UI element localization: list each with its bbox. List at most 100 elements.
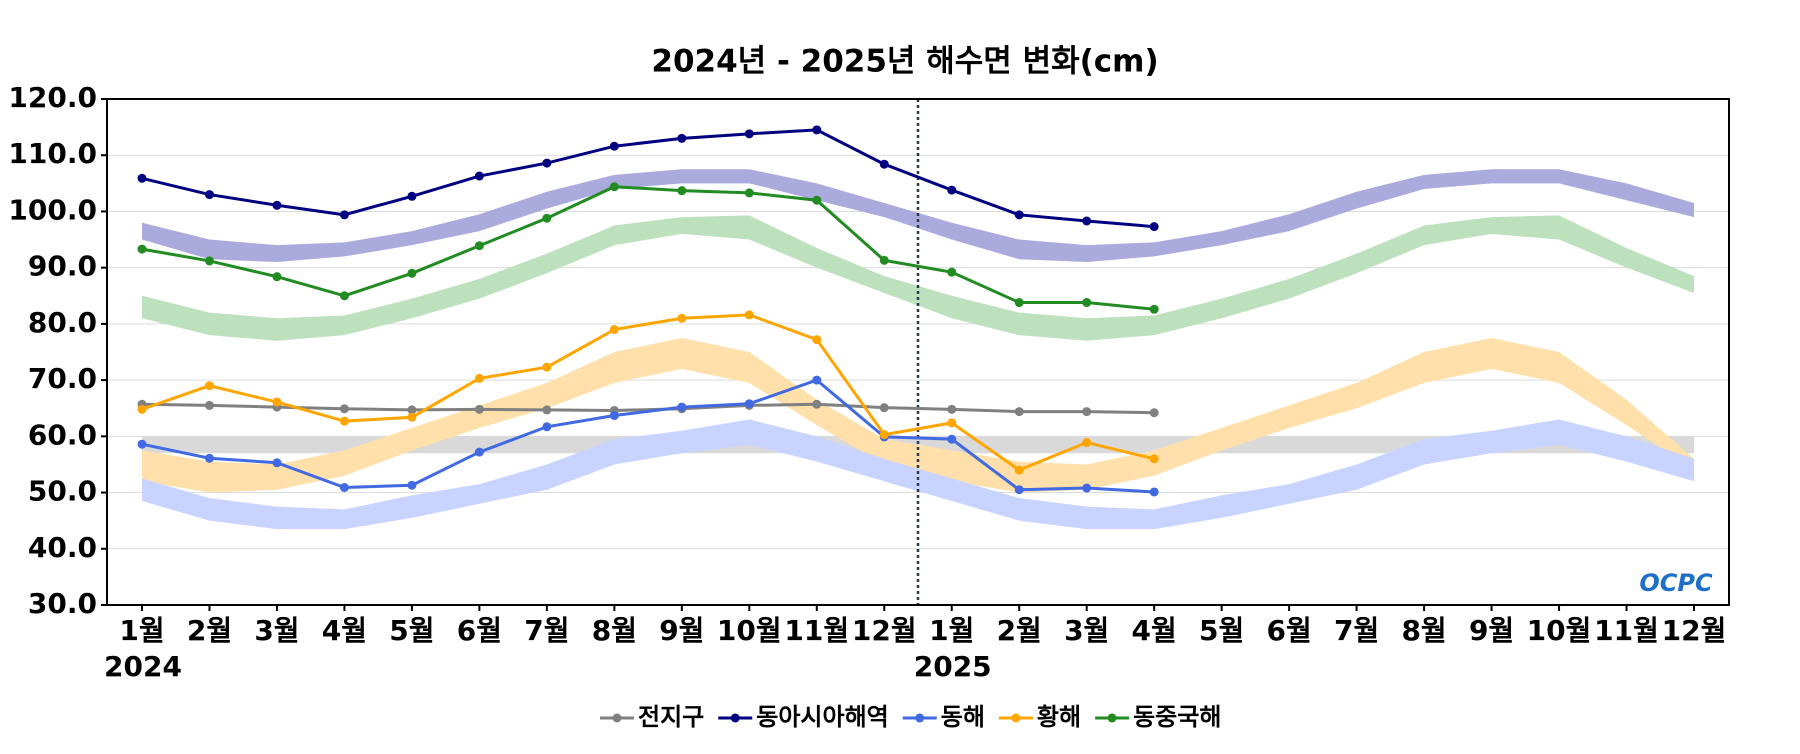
point (542, 362, 552, 372)
point (1082, 438, 1092, 448)
point (339, 416, 349, 426)
x-tick-label: 4월 (322, 614, 367, 647)
point (609, 411, 619, 421)
point (609, 141, 619, 151)
point (542, 422, 552, 432)
point (339, 482, 349, 492)
x-tick-label: 1월 (119, 614, 164, 647)
point (879, 255, 889, 265)
series-line (141, 402, 1155, 415)
x-tick-label: 3월 (254, 614, 299, 647)
point (407, 412, 417, 422)
point (744, 399, 754, 409)
point (609, 182, 619, 192)
x-tick-label: 9월 (1469, 614, 1514, 647)
x-tick-label: 3월 (1064, 614, 1109, 647)
point (204, 256, 214, 266)
point (137, 404, 147, 414)
x-tick-label: 8월 (592, 614, 637, 647)
legend-dot (1011, 713, 1021, 723)
x-tick-label: 6월 (1267, 614, 1312, 647)
year-label: 2025 (914, 650, 992, 683)
y-tick-label: 50.0 (28, 475, 97, 508)
point (272, 397, 282, 407)
plot-frame (106, 98, 1730, 606)
x-tick-label: 12월 (852, 614, 917, 647)
point (1082, 298, 1092, 308)
y-tick-label: 70.0 (28, 362, 97, 395)
y-tick-label: 40.0 (28, 531, 97, 564)
x-tick-label: 5월 (1199, 614, 1244, 647)
point (204, 190, 214, 200)
y-tick-label: 110.0 (8, 137, 97, 170)
x-tick-label: 2월 (997, 614, 1042, 647)
point (137, 439, 147, 449)
point (677, 133, 687, 143)
point (947, 185, 957, 195)
x-tick-label: 12월 (1662, 614, 1727, 647)
point (542, 158, 552, 168)
legend-label: 동아시아해역 (756, 703, 888, 731)
x-tick-label: 6월 (457, 614, 502, 647)
point (474, 447, 484, 457)
point (947, 404, 957, 414)
point (744, 310, 754, 320)
band (142, 215, 1694, 341)
x-tick-label: 11월 (784, 614, 849, 647)
x-tick-label: 10월 (717, 614, 782, 647)
x-tick-label: 4월 (1132, 614, 1177, 647)
point (137, 173, 147, 183)
point (474, 241, 484, 251)
legend-dot (1107, 713, 1117, 723)
legend: 전지구 동아시아해역 동해 황해 동중국해 (600, 703, 1221, 731)
series-line (141, 378, 1155, 494)
year-label: 2024 (104, 650, 182, 683)
y-tick-label: 80.0 (28, 306, 97, 339)
point (1014, 210, 1024, 220)
x-tick-label: 11월 (1594, 614, 1659, 647)
point (947, 418, 957, 428)
point (407, 268, 417, 278)
series-line (141, 128, 1155, 229)
point (407, 191, 417, 201)
x-tick-label: 1월 (929, 614, 974, 647)
point (1082, 216, 1092, 226)
series-line (141, 313, 1155, 472)
y-tick-label: 90.0 (28, 250, 97, 283)
point (812, 195, 822, 205)
point (407, 480, 417, 490)
y-tick-label: 60.0 (28, 418, 97, 451)
point (947, 267, 957, 277)
point (1149, 222, 1159, 232)
legend-label: 황해 (1037, 703, 1081, 731)
point (812, 335, 822, 345)
point (879, 430, 889, 440)
point (204, 381, 214, 391)
point (474, 171, 484, 181)
point (474, 373, 484, 383)
point (272, 458, 282, 468)
x-tick-label: 2월 (187, 614, 232, 647)
y-tick-label: 120.0 (8, 81, 97, 114)
point (609, 325, 619, 335)
point (339, 291, 349, 301)
x-tick-label: 8월 (1401, 614, 1446, 647)
point (1082, 407, 1092, 417)
point (677, 402, 687, 412)
point (812, 125, 822, 135)
point (812, 399, 822, 409)
x-tick-label: 5월 (389, 614, 434, 647)
x-tick-label: 7월 (524, 614, 569, 647)
point (1149, 408, 1159, 418)
point (1149, 454, 1159, 464)
legend-label: 동중국해 (1133, 703, 1221, 731)
point (879, 159, 889, 169)
point (542, 405, 552, 415)
point (339, 210, 349, 220)
point (947, 434, 957, 444)
point (677, 186, 687, 196)
point (474, 404, 484, 414)
legend-label: 동해 (941, 703, 985, 731)
point (339, 404, 349, 414)
y-tick-label: 30.0 (28, 587, 97, 620)
